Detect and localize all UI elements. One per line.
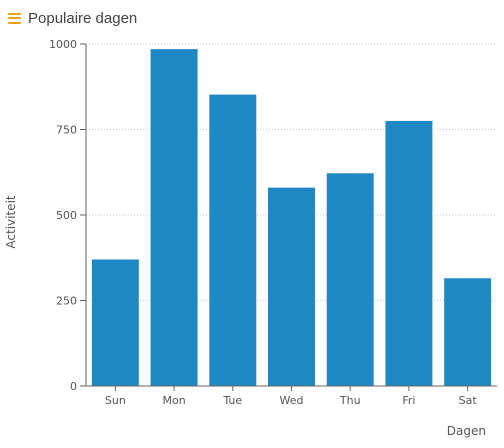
- widget-header: Populaire dagen: [8, 6, 137, 30]
- y-axis-title: Activiteit: [4, 195, 18, 248]
- y-tick-label: 750: [56, 124, 77, 137]
- x-axis: Sun Mon Tue Wed Thu Fri Sat: [86, 385, 497, 407]
- y-axis: 0 250 500 750 1000: [49, 38, 87, 393]
- bars: [91, 49, 492, 386]
- x-tick-label: Fri: [402, 394, 415, 407]
- bar-tue[interactable]: [209, 94, 257, 386]
- y-tick-label: 250: [56, 295, 77, 308]
- bar-wed[interactable]: [268, 187, 315, 386]
- bar-sat[interactable]: [444, 278, 492, 386]
- x-tick-label: Tue: [222, 394, 242, 407]
- bar-mon[interactable]: [150, 49, 198, 386]
- chart-title: Populaire dagen: [28, 9, 138, 27]
- bar-fri[interactable]: [385, 120, 433, 386]
- y-tick-label: 1000: [49, 38, 77, 51]
- x-tick-label: Thu: [339, 394, 361, 407]
- hamburger-menu-icon[interactable]: [8, 12, 21, 24]
- x-tick-label: Sat: [459, 394, 478, 407]
- bar-sun[interactable]: [91, 259, 139, 386]
- x-tick-label: Mon: [162, 394, 185, 407]
- y-tick-label: 500: [56, 209, 77, 222]
- y-tick-label: 0: [70, 380, 77, 393]
- x-tick-label: Sun: [105, 394, 126, 407]
- x-axis-title: Dagen: [447, 424, 486, 438]
- bar-thu[interactable]: [326, 173, 374, 386]
- x-tick-label: Wed: [280, 394, 304, 407]
